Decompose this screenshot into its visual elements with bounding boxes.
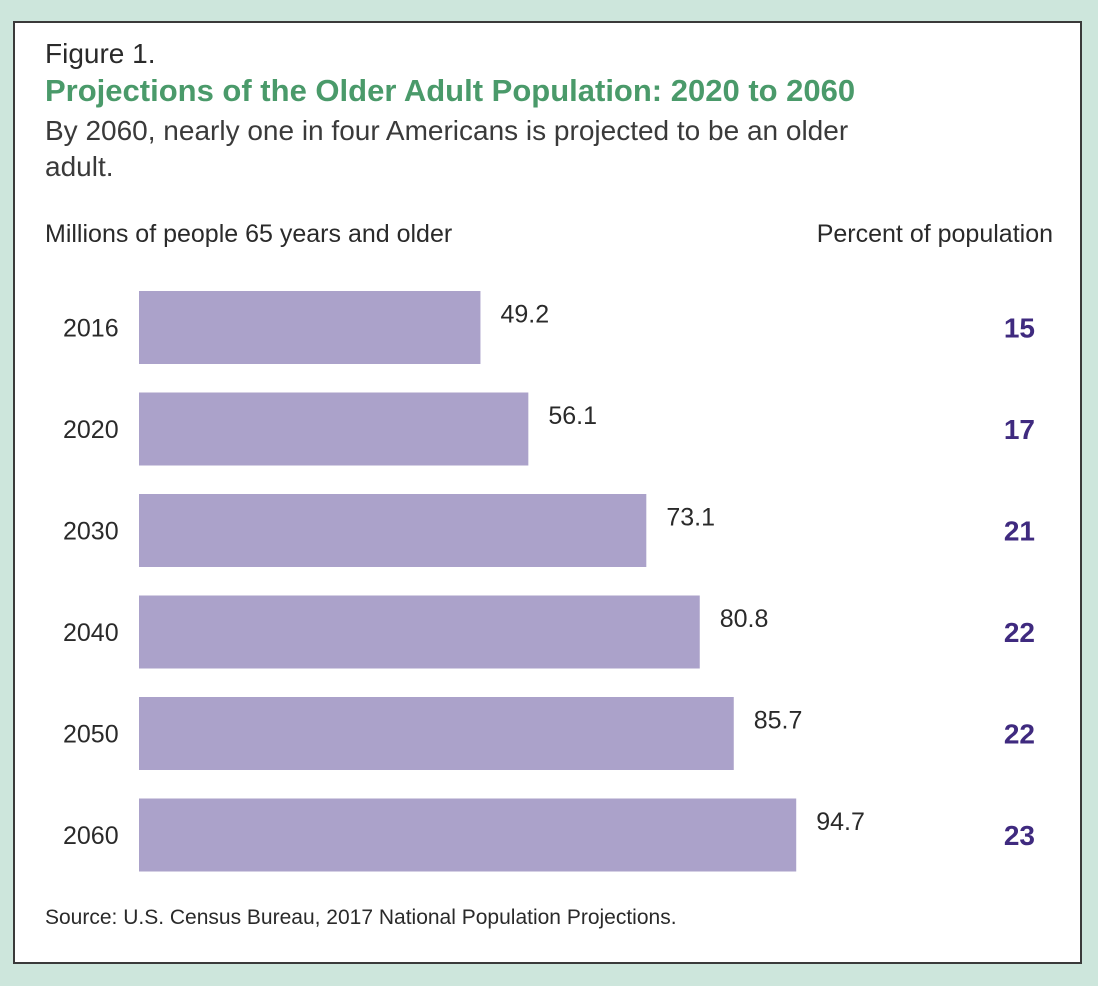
left-column-header: Millions of people 65 years and older — [45, 220, 453, 248]
category-label-2040: 2040 — [63, 619, 119, 647]
chart-title: Projections of the Older Adult Populatio… — [45, 73, 856, 108]
percent-label-2050: 22 — [1004, 719, 1035, 750]
value-label-2060: 94.7 — [816, 808, 865, 836]
right-column-header: Percent of population — [816, 220, 1053, 248]
value-label-2050: 85.7 — [754, 707, 803, 735]
category-label-2016: 2016 — [63, 315, 119, 343]
percent-label-2060: 23 — [1004, 820, 1035, 851]
category-label-2020: 2020 — [63, 416, 119, 444]
category-label-2050: 2050 — [63, 721, 119, 749]
bar-2020 — [139, 392, 529, 466]
percent-label-2030: 21 — [1004, 516, 1035, 547]
bar-2050 — [139, 697, 734, 770]
percent-label-2040: 22 — [1004, 617, 1035, 648]
value-label-2020: 56.1 — [548, 402, 597, 430]
bar-2060 — [139, 798, 797, 872]
percent-label-2016: 15 — [1004, 313, 1035, 344]
category-label-2060: 2060 — [63, 822, 119, 850]
source-note: Source: U.S. Census Bureau, 2017 Nationa… — [45, 906, 677, 929]
value-label-2016: 49.2 — [500, 301, 549, 329]
percent-label-2020: 17 — [1004, 414, 1035, 445]
chart-subtitle: By 2060, nearly one in four Americans is… — [45, 115, 849, 182]
value-label-2040: 80.8 — [720, 605, 769, 633]
bar-2016 — [139, 291, 481, 364]
bar-2040 — [139, 595, 700, 669]
figure-label: Figure 1. — [45, 38, 156, 69]
category-label-2030: 2030 — [63, 518, 119, 546]
value-label-2030: 73.1 — [666, 504, 715, 532]
bar-2030 — [139, 494, 647, 567]
